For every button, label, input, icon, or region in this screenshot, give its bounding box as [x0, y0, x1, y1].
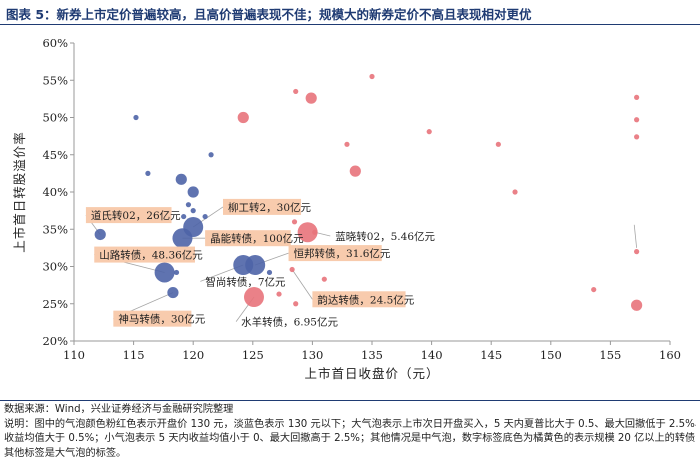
- bubble-point: [244, 287, 264, 307]
- bubble-label: 恒邦转债，31.6亿元: [294, 247, 391, 260]
- bubble-point: [293, 89, 298, 94]
- bubble-point: [312, 230, 317, 235]
- bubble-point: [155, 262, 175, 282]
- note-line-2: 收益均值大于 0.5%；小气泡表示 5 天内收益均值小于 0、最大回撤高于 2.…: [4, 432, 696, 447]
- leader-line: [292, 269, 312, 299]
- bubble-point: [238, 112, 249, 123]
- source-line: 数据来源：Wind，兴业证券经济与金融研究院整理: [4, 403, 696, 418]
- bubble-point: [186, 202, 191, 207]
- bubble-point: [188, 186, 199, 197]
- bubble-point: [631, 300, 642, 311]
- x-tick-label: 125: [242, 348, 264, 362]
- bubble-label: 智尚转债，7亿元: [205, 275, 286, 288]
- bubble-label: 道氏转02，26亿元: [91, 209, 181, 222]
- chart-notes: 数据来源：Wind，兴业证券经济与金融研究院整理 说明：图中的气泡颜色粉红色表示…: [4, 403, 696, 461]
- bubble-point: [292, 219, 297, 224]
- bubble-point: [245, 255, 265, 275]
- bubble-point: [290, 267, 295, 272]
- y-tick-label: 20%: [42, 334, 68, 348]
- footer-rule: [0, 400, 700, 401]
- bubble-point: [167, 287, 178, 298]
- x-axis-title: 上市首日收盘价（元）: [304, 366, 439, 381]
- bubble-label: 神马转债，30亿元: [118, 313, 205, 326]
- x-tick-label: 160: [659, 348, 681, 362]
- x-tick-label: 135: [361, 348, 383, 362]
- bubble-point: [427, 129, 432, 134]
- x-tick-label: 145: [480, 348, 502, 362]
- bubble-point: [145, 171, 150, 176]
- note-line-1: 说明：图中的气泡颜色粉红色表示开盘价 130 元，淡蓝色表示 130 元以下；大…: [4, 418, 696, 433]
- bubble-point: [174, 270, 179, 275]
- bubble-label: 蓝晓转02，5.46亿元: [335, 230, 435, 243]
- bubble-point: [634, 134, 639, 139]
- x-tick-label: 140: [421, 348, 443, 362]
- bubble-point: [634, 249, 639, 254]
- x-tick-label: 155: [599, 348, 621, 362]
- x-tick-label: 150: [540, 348, 562, 362]
- bubble-point: [181, 214, 186, 219]
- bubble-label: 柳工转2，30亿元: [228, 201, 312, 214]
- bubble-label: 晶能转债，100亿元: [210, 232, 304, 245]
- bubble-label: 山路转债，48.36亿元: [99, 249, 203, 262]
- bubble-point: [293, 301, 298, 306]
- y-tick-label: 40%: [42, 185, 68, 199]
- bubble-point: [172, 228, 192, 248]
- bubble-point: [267, 270, 272, 275]
- y-tick-label: 35%: [42, 222, 68, 236]
- bubble-point: [591, 287, 596, 292]
- y-tick-label: 50%: [42, 111, 68, 125]
- x-tick-label: 130: [301, 348, 323, 362]
- bubble-point: [634, 95, 639, 100]
- y-axis-title: 上市首日转股溢价率: [12, 131, 27, 253]
- y-tick-label: 60%: [42, 36, 68, 50]
- bubble-point: [276, 291, 281, 296]
- leader-line: [634, 225, 636, 248]
- bubble-chart: 20% 25% 30% 35% 40% 45% 50% 55% 60% 110 115 120 125 1…: [0, 0, 700, 400]
- bubble-point: [306, 93, 317, 104]
- bubble-point: [512, 189, 517, 194]
- bubble-label: 韵达转债，24.5亿元: [317, 293, 414, 306]
- bubble-point: [496, 142, 501, 147]
- bubble-point: [176, 174, 187, 185]
- bubble-point: [350, 166, 361, 177]
- x-tick-label: 115: [123, 348, 145, 362]
- bubble-point: [203, 214, 208, 219]
- bubble-point: [344, 142, 349, 147]
- bubble-point: [369, 74, 374, 79]
- y-tick-label: 30%: [42, 260, 68, 274]
- x-tick-label: 120: [182, 348, 204, 362]
- bubble-point: [133, 115, 138, 120]
- y-tick-label: 45%: [42, 148, 68, 162]
- x-tick-label: 110: [63, 348, 85, 362]
- bubble-point: [634, 117, 639, 122]
- y-tick-label: 25%: [42, 297, 68, 311]
- bubble-point: [191, 208, 196, 213]
- bubble-label: 水羊转债，6.95亿元: [241, 316, 338, 329]
- y-tick-label: 55%: [42, 73, 68, 87]
- bubble-point: [95, 229, 106, 240]
- bubble-point: [208, 152, 213, 157]
- bubble-point: [322, 277, 327, 282]
